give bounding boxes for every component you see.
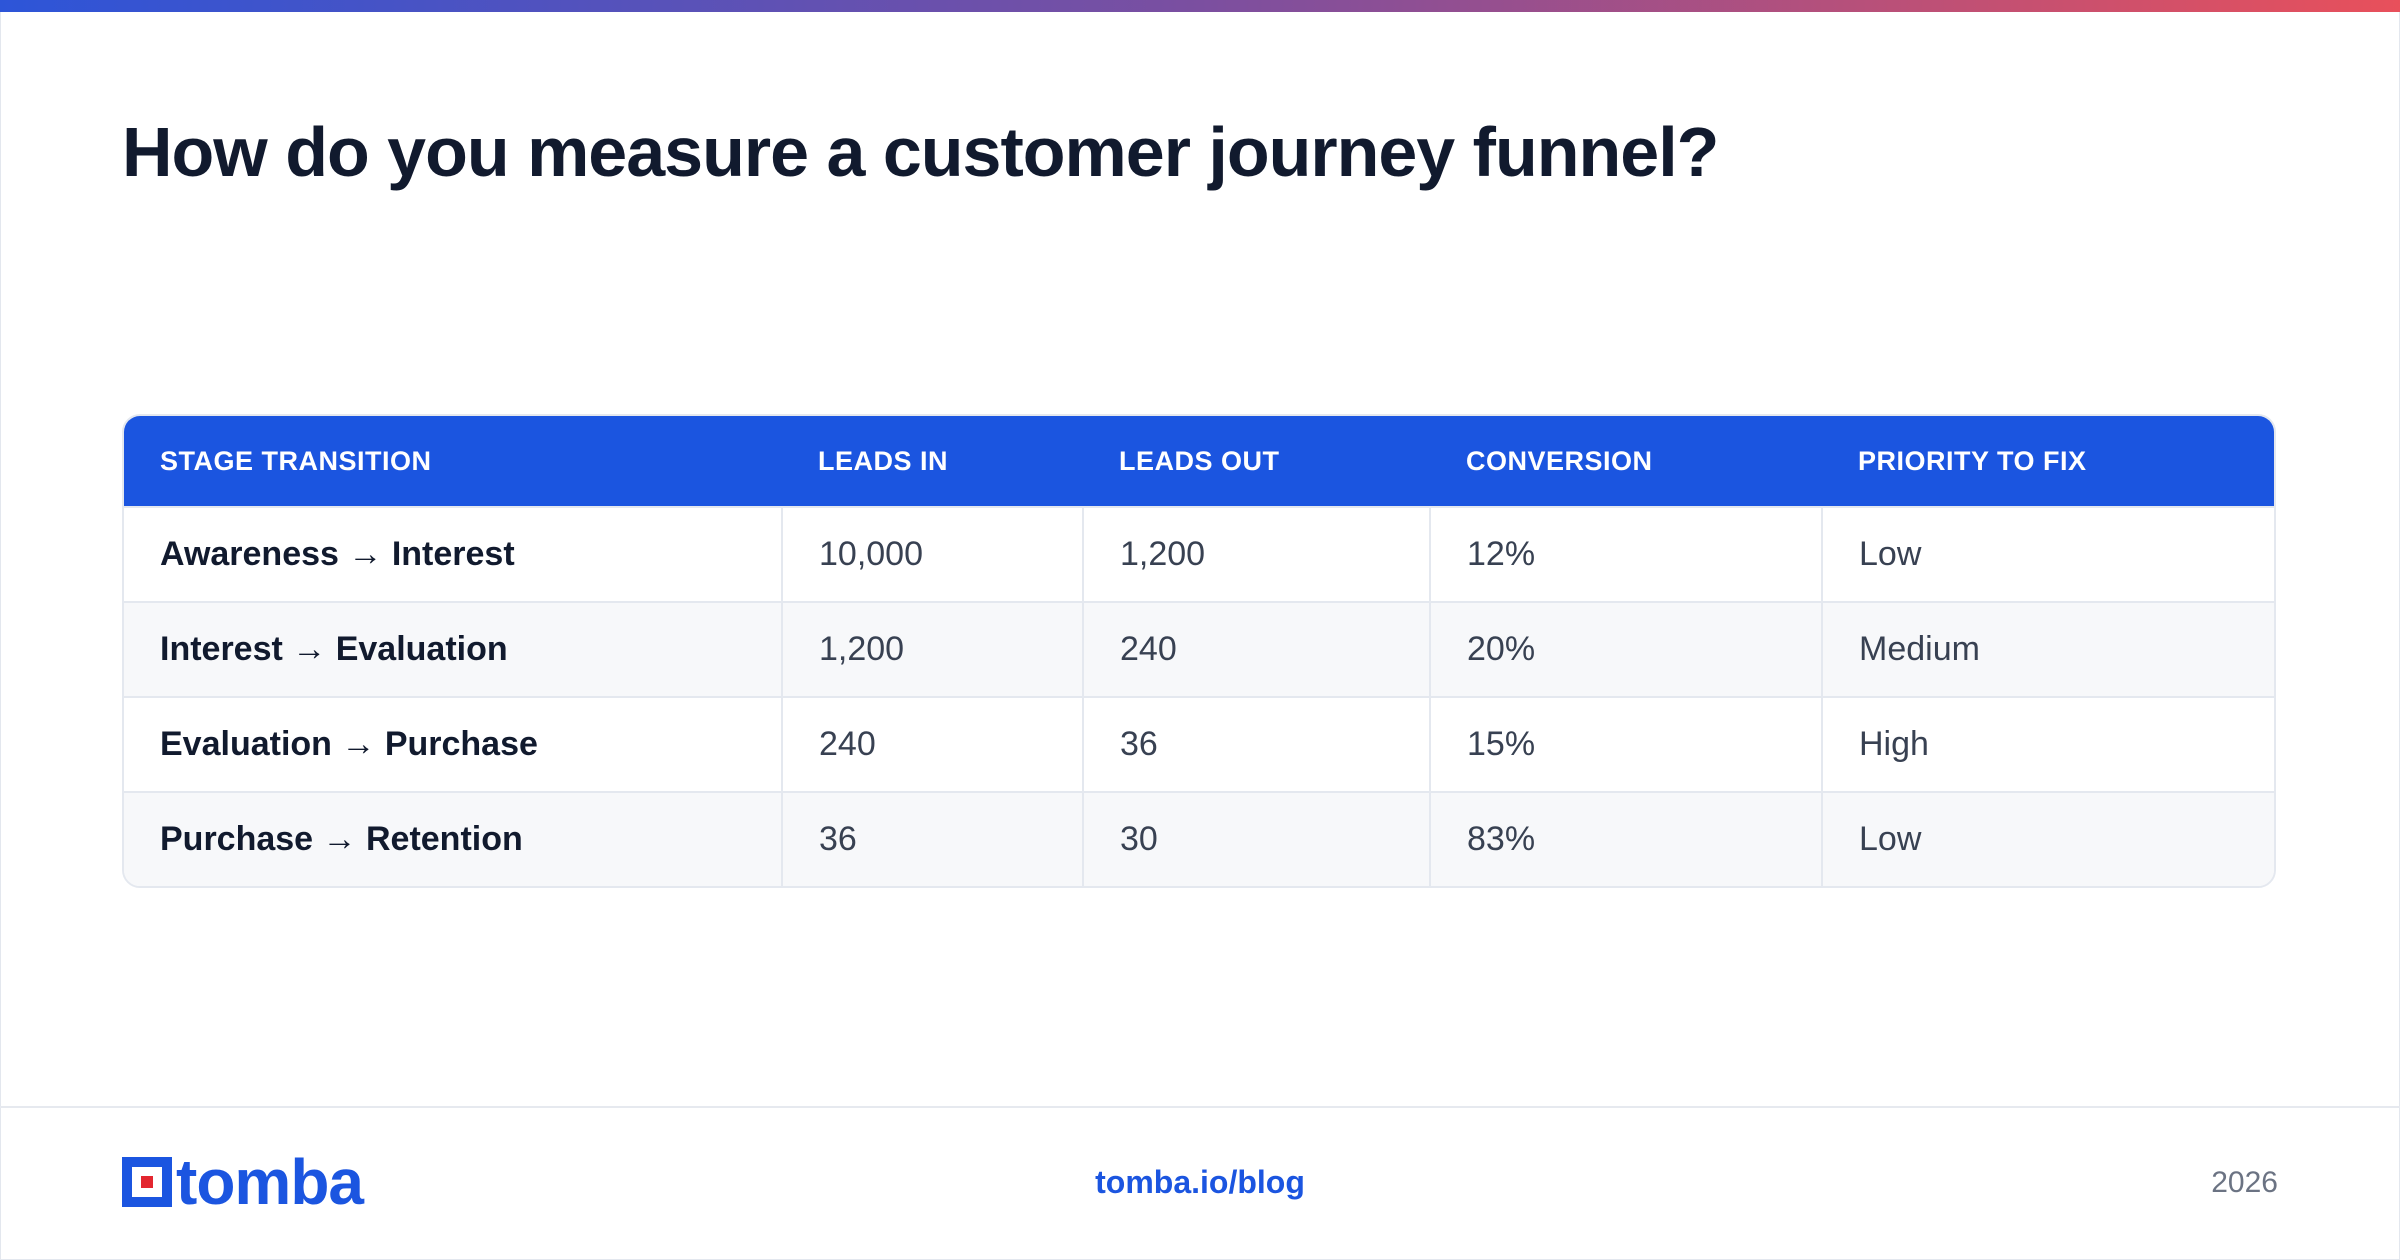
footer-divider — [0, 1106, 2400, 1108]
cell-leads-out: 30 — [1082, 791, 1430, 886]
tomba-logo[interactable]: tomba — [122, 1146, 364, 1218]
cell-leads-in: 10,000 — [781, 506, 1083, 602]
cell-stage-transition: Purchase → Retention — [124, 791, 782, 886]
cell-priority: High — [1821, 696, 2274, 792]
cell-leads-in: 240 — [781, 696, 1083, 792]
header-priority-to-fix: PRIORITY TO FIX — [1858, 445, 2087, 476]
header-leads-in: LEADS IN — [818, 445, 949, 476]
cell-leads-out: 1,200 — [1082, 506, 1430, 602]
cell-leads-out: 240 — [1082, 601, 1430, 697]
page-title: How do you measure a customer journey fu… — [122, 113, 1719, 191]
cell-conversion: 20% — [1429, 601, 1822, 697]
header-stage-transition: STAGE TRANSITION — [160, 445, 432, 476]
logo-wordmark: tomba — [176, 1146, 364, 1218]
cell-priority: Medium — [1821, 601, 2274, 697]
cell-leads-in: 36 — [781, 791, 1083, 886]
cell-conversion: 83% — [1429, 791, 1822, 886]
cell-stage-transition: Evaluation → Purchase — [124, 696, 782, 792]
tomba-logo-icon — [122, 1157, 172, 1207]
table-row: Purchase → Retention 36 30 83% Low — [124, 791, 2274, 886]
cell-priority: Low — [1821, 506, 2274, 602]
table-row: Awareness → Interest 10,000 1,200 12% Lo… — [124, 506, 2274, 602]
cell-stage-transition: Interest → Evaluation — [124, 601, 782, 697]
header-leads-out: LEADS OUT — [1119, 445, 1280, 476]
footer-year: 2026 — [2211, 1166, 2278, 1199]
header-conversion: CONVERSION — [1466, 445, 1653, 476]
cell-conversion: 15% — [1429, 696, 1822, 792]
table-header-row: STAGE TRANSITION LEADS IN LEADS OUT CONV… — [124, 416, 2274, 507]
table-row: Evaluation → Purchase 240 36 15% High — [124, 696, 2274, 792]
top-gradient-bar — [0, 0, 2400, 12]
cell-leads-in: 1,200 — [781, 601, 1083, 697]
table-row: Interest → Evaluation 1,200 240 20% Medi… — [124, 601, 2274, 697]
cell-leads-out: 36 — [1082, 696, 1430, 792]
cell-conversion: 12% — [1429, 506, 1822, 602]
cell-stage-transition: Awareness → Interest — [124, 506, 782, 602]
cell-priority: Low — [1821, 791, 2274, 886]
blog-link[interactable]: tomba.io/blog — [1095, 1164, 1305, 1200]
funnel-table: STAGE TRANSITION LEADS IN LEADS OUT CONV… — [122, 414, 2276, 888]
